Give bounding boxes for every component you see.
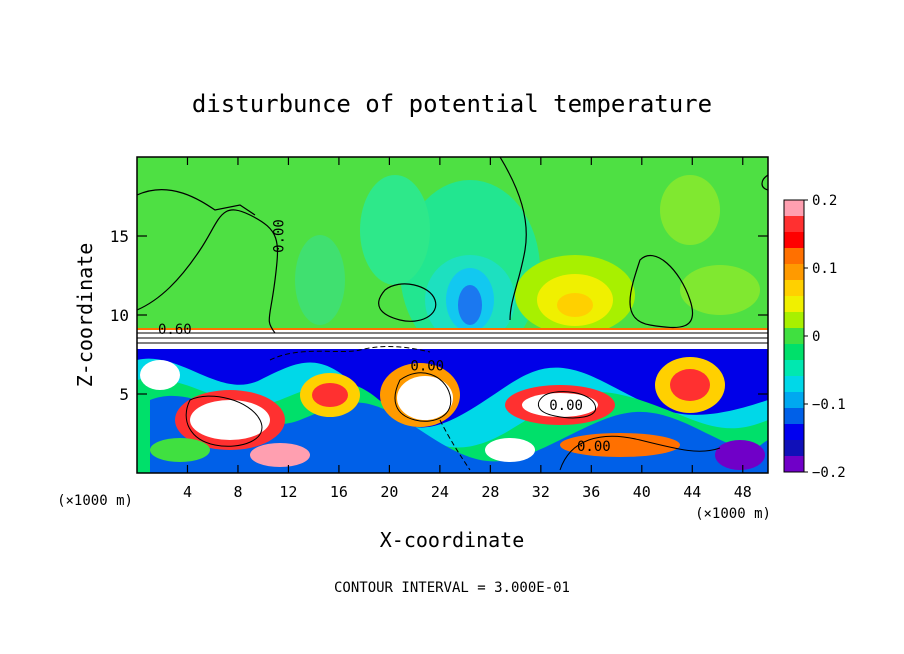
x-axis: 4 8 12 16 20 24 28 32 36 40 44 48 (183, 157, 752, 501)
x-tick-label: 16 (330, 483, 348, 501)
colorbar-swatch (784, 344, 804, 361)
colorbar-swatch (784, 440, 804, 457)
x-axis-label: X-coordinate (380, 528, 525, 552)
colorbar-swatch (784, 264, 804, 281)
x-tick-label: 48 (734, 483, 752, 501)
x-unit-right: (×1000 m) (695, 506, 771, 522)
chart-title: disturbunce of potential temperature (192, 90, 712, 118)
colorbar-tick-label: 0.1 (812, 261, 837, 277)
colorbar-swatch (784, 376, 804, 393)
zero-contour-right (499, 157, 527, 321)
x-tick-label: 4 (183, 483, 192, 501)
colorbar: 0.2 0.1 0 −0.1 −0.2 (783, 193, 846, 481)
contour-label: 0.00 (549, 398, 583, 414)
colorbar-swatch (784, 328, 804, 345)
contour-label: 0.00 (577, 439, 611, 455)
x-tick-label: 44 (683, 483, 701, 501)
colorbar-swatch (784, 216, 804, 233)
x-tick-label: 24 (431, 483, 449, 501)
y-tick-label: 10 (110, 306, 129, 325)
colorbar-swatch (784, 424, 804, 441)
contour-label: 0.60 (158, 322, 192, 338)
colorbar-swatch (784, 248, 804, 265)
y-axis: 5 10 15 (110, 227, 768, 404)
contour-interval-note: CONTOUR INTERVAL = 3.000E-01 (334, 580, 570, 596)
x-tick-label: 12 (279, 483, 297, 501)
colorbar-swatch (784, 296, 804, 313)
heatmap-field (137, 157, 768, 473)
colorbar-swatch (784, 456, 804, 473)
colorbar-tick-label: −0.1 (812, 397, 846, 413)
colorbar-tick-label: 0.2 (812, 193, 837, 209)
contour-label: 0.00 (410, 358, 444, 374)
colorbar-swatch (784, 280, 804, 297)
y-axis-label: Z-coordinate (73, 243, 97, 388)
x-tick-label: 40 (633, 483, 651, 501)
colorbar-swatch (784, 200, 804, 217)
contour-label: 0.00 (271, 219, 287, 253)
colorbar-swatch (784, 408, 804, 425)
x-tick-label: 32 (532, 483, 550, 501)
y-tick-label: 5 (119, 385, 129, 404)
colorbar-tick-label: 0 (812, 329, 820, 345)
colorbar-swatch (784, 392, 804, 409)
x-tick-label: 36 (582, 483, 600, 501)
blue-plume (458, 285, 482, 325)
colorbar-swatch (784, 360, 804, 377)
x-tick-label: 28 (481, 483, 499, 501)
colorbar-swatch (784, 312, 804, 329)
contour-labels: 0.00 0.60 0.00 0.00 0.00 (158, 219, 611, 455)
x-unit-left: (×1000 m) (57, 493, 133, 509)
colorbar-swatch (784, 232, 804, 249)
y-tick-label: 15 (110, 227, 129, 246)
inversion-band (137, 329, 768, 349)
x-tick-label: 20 (380, 483, 398, 501)
zero-contour-left (137, 209, 279, 334)
colorbar-tick-label: −0.2 (812, 465, 846, 481)
x-tick-label: 8 (233, 483, 242, 501)
